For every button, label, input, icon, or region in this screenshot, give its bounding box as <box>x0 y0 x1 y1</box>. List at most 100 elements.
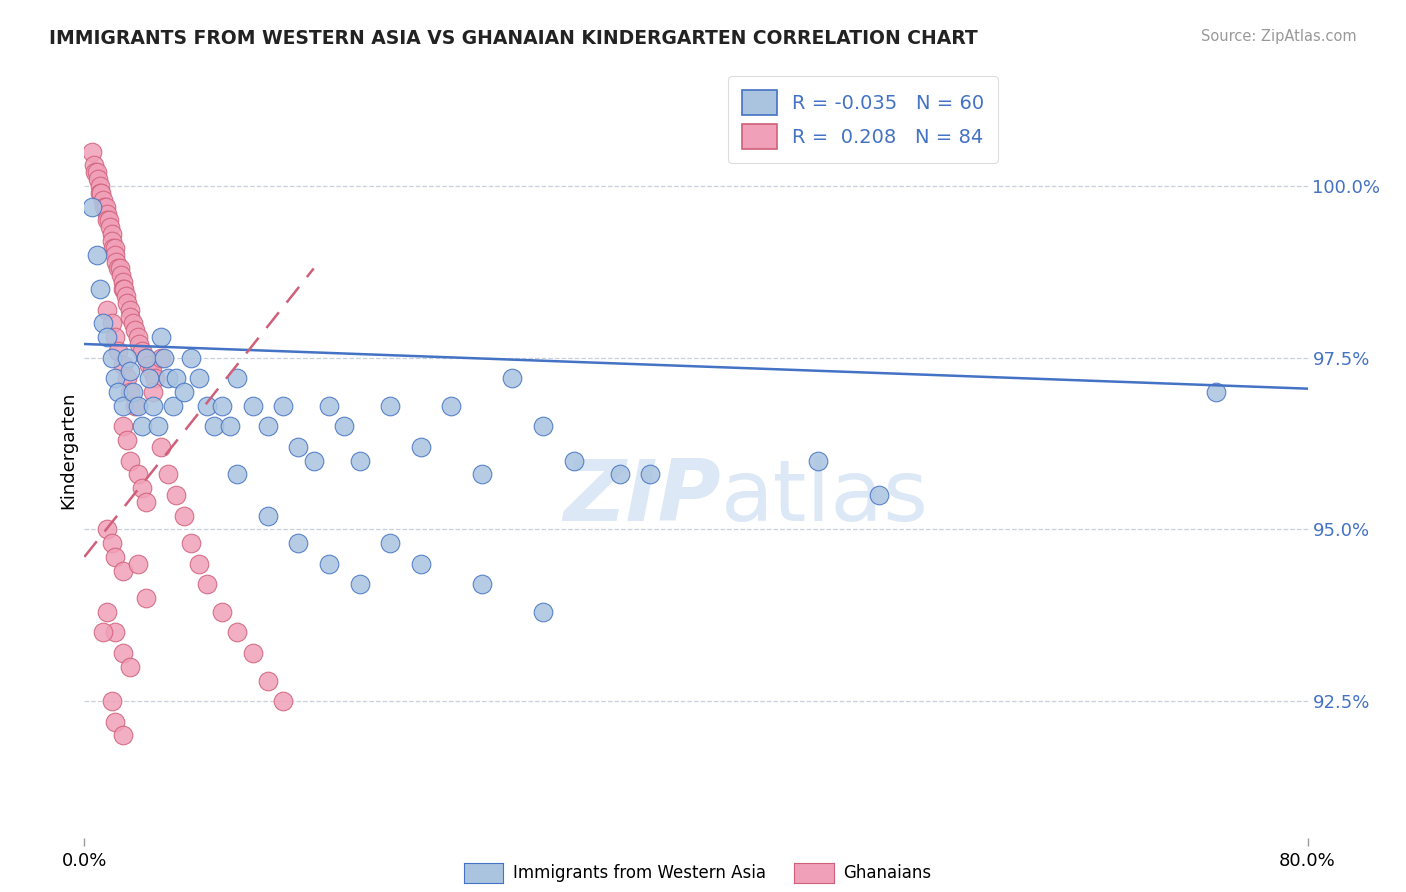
Point <box>101 694 124 708</box>
Point <box>138 371 160 385</box>
Point <box>83 158 105 172</box>
Point <box>135 495 157 509</box>
Point <box>287 440 309 454</box>
Point <box>115 371 138 385</box>
Point <box>96 605 118 619</box>
Point <box>807 454 830 468</box>
Point <box>104 241 127 255</box>
Point <box>122 317 145 331</box>
Point <box>111 399 134 413</box>
Point <box>128 337 150 351</box>
Point <box>101 536 124 550</box>
Point <box>86 165 108 179</box>
Point <box>142 399 165 413</box>
Point <box>226 371 249 385</box>
Point <box>96 302 118 317</box>
Point <box>89 186 111 200</box>
Point <box>96 330 118 344</box>
Point <box>97 213 120 227</box>
Point <box>138 358 160 372</box>
Point <box>131 419 153 434</box>
Point <box>87 172 110 186</box>
Point <box>104 248 127 262</box>
Point <box>318 399 340 413</box>
Point <box>107 343 129 358</box>
Point <box>96 213 118 227</box>
Point <box>162 399 184 413</box>
Point <box>80 145 103 159</box>
Point <box>165 371 187 385</box>
Point <box>218 419 240 434</box>
Point <box>242 646 264 660</box>
Point <box>302 454 325 468</box>
Point <box>188 371 211 385</box>
Point <box>195 399 218 413</box>
Point <box>104 714 127 729</box>
Point <box>502 371 524 385</box>
Point <box>135 351 157 365</box>
Point <box>90 186 112 200</box>
Point <box>124 323 146 337</box>
Point <box>202 419 225 434</box>
Point <box>114 289 136 303</box>
Point <box>93 200 115 214</box>
Point <box>409 557 432 571</box>
Point <box>127 330 149 344</box>
Point <box>149 440 172 454</box>
Point <box>120 302 142 317</box>
Point <box>531 419 554 434</box>
Point <box>111 564 134 578</box>
Point <box>318 557 340 571</box>
Point <box>609 467 631 482</box>
Legend: R = -0.035   N = 60, R =  0.208   N = 84: R = -0.035 N = 60, R = 0.208 N = 84 <box>728 76 998 163</box>
Text: IMMIGRANTS FROM WESTERN ASIA VS GHANAIAN KINDERGARTEN CORRELATION CHART: IMMIGRANTS FROM WESTERN ASIA VS GHANAIAN… <box>49 29 979 47</box>
Point <box>173 508 195 523</box>
Text: Ghanaians: Ghanaians <box>844 864 932 882</box>
Point <box>153 351 176 365</box>
Point <box>471 467 494 482</box>
Point <box>104 549 127 564</box>
Point <box>135 591 157 606</box>
Point <box>242 399 264 413</box>
Point <box>96 206 118 220</box>
Point <box>107 261 129 276</box>
Point <box>112 282 135 296</box>
Point <box>94 200 117 214</box>
Point <box>226 625 249 640</box>
Point <box>101 234 124 248</box>
Y-axis label: Kindergarten: Kindergarten <box>59 392 77 509</box>
Point <box>101 227 124 241</box>
Point <box>180 536 202 550</box>
Point <box>146 419 169 434</box>
Point <box>157 467 180 482</box>
Point <box>115 295 138 310</box>
Point <box>120 310 142 324</box>
Text: atlas: atlas <box>720 456 928 539</box>
Point <box>111 275 134 289</box>
Point <box>110 268 132 283</box>
Point <box>141 364 163 378</box>
Point <box>104 371 127 385</box>
Point <box>257 508 280 523</box>
Point <box>380 536 402 550</box>
Point <box>195 577 218 591</box>
Point <box>98 220 121 235</box>
Point <box>349 454 371 468</box>
Point <box>157 371 180 385</box>
Point <box>103 241 125 255</box>
Text: ZIP: ZIP <box>562 456 720 539</box>
Point <box>89 179 111 194</box>
Point <box>173 385 195 400</box>
Point <box>91 193 114 207</box>
Point <box>115 351 138 365</box>
Point <box>869 488 891 502</box>
Point <box>562 454 585 468</box>
Point <box>638 467 661 482</box>
Point <box>122 385 145 400</box>
Point <box>91 317 114 331</box>
Point <box>127 399 149 413</box>
Text: Source: ZipAtlas.com: Source: ZipAtlas.com <box>1201 29 1357 44</box>
Point <box>135 351 157 365</box>
Point <box>111 358 134 372</box>
Point <box>349 577 371 591</box>
